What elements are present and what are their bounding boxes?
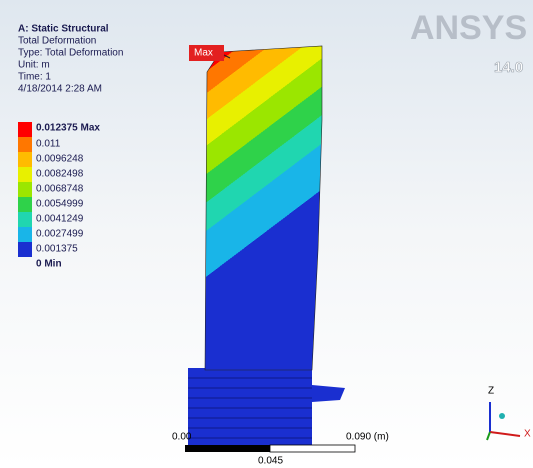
legend-label: 0.0096248 — [36, 154, 84, 165]
legend-label: 0.0041249 — [36, 214, 84, 225]
blade-airfoil — [205, 46, 322, 370]
legend-swatch — [18, 242, 32, 257]
scale-mid: 0.045 — [258, 456, 283, 467]
viewport: A: Static Structural Total Deformation T… — [0, 0, 533, 468]
logo-brand: ANSYS — [410, 9, 527, 47]
legend-swatch — [18, 182, 32, 197]
legend-label: 0.0027499 — [36, 229, 84, 240]
legend-label: 0.0054999 — [36, 199, 84, 210]
legend-label: 0.001375 — [36, 244, 78, 255]
screenshot: A: Static Structural Total Deformation T… — [0, 0, 533, 468]
header-line: Type: Total Deformation — [18, 48, 123, 59]
legend-label: 0.011 — [36, 139, 61, 150]
legend-swatch — [18, 212, 32, 227]
scale-bar — [185, 445, 270, 452]
legend-label: 0 Min — [36, 259, 62, 270]
legend-swatch — [18, 137, 32, 152]
legend-swatch — [18, 227, 32, 242]
header-line: Unit: m — [18, 60, 50, 71]
header-line: 4/18/2014 2:28 AM — [18, 84, 102, 95]
blade-root — [188, 368, 312, 446]
legend-label: 0.0082498 — [36, 169, 84, 180]
probe-label: Max — [194, 48, 213, 59]
legend-swatch — [18, 122, 32, 137]
logo-version: 14.0 — [494, 59, 523, 76]
header-line: Time: 1 — [18, 72, 51, 83]
triad-z: Z — [488, 386, 494, 397]
legend-swatch — [18, 152, 32, 167]
header-line: Total Deformation — [18, 36, 96, 47]
legend-label: 0.012375 Max — [36, 123, 100, 134]
legend-swatch — [18, 167, 32, 182]
triad-x: X — [524, 429, 531, 440]
scale-bar — [270, 445, 355, 452]
scale-end: 0.090 (m) — [346, 432, 389, 443]
legend-label: 0.0068748 — [36, 184, 84, 195]
legend-swatch — [18, 197, 32, 212]
header-line: A: Static Structural — [18, 24, 109, 35]
scale-start: 0.00 — [172, 432, 192, 443]
